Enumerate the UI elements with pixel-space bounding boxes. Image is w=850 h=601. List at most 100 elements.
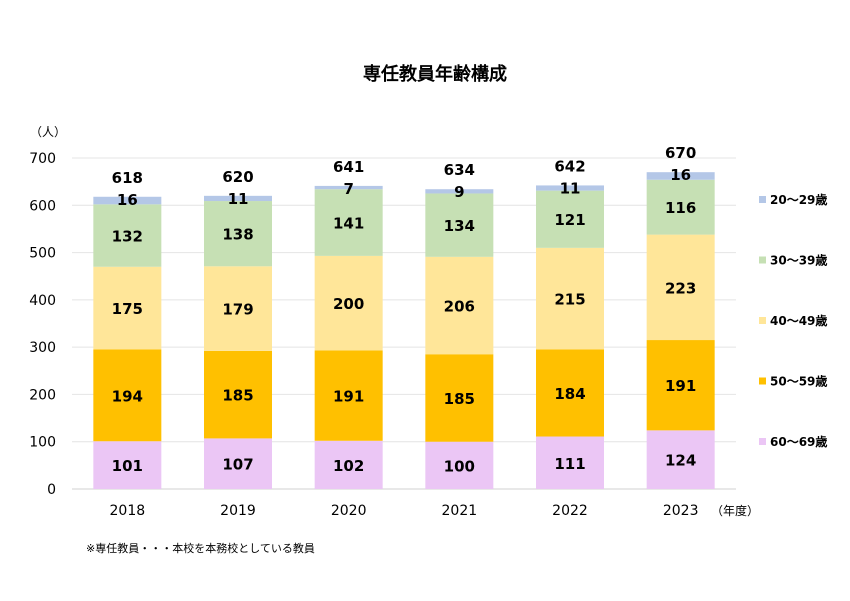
bars: 101 194 175 132 16 618 107 185 179 138 11 620 102 191… bbox=[93, 144, 715, 489]
legend-swatch bbox=[759, 196, 766, 203]
data-label: 11 bbox=[560, 179, 581, 197]
bar-segment bbox=[314, 185, 383, 190]
legend-label: 50～59歳 bbox=[770, 374, 827, 389]
data-label: 184 bbox=[554, 385, 585, 403]
legend-swatch bbox=[759, 317, 766, 324]
x-tick-label: 2023 bbox=[663, 503, 699, 519]
bar-segment bbox=[204, 195, 272, 202]
data-label: 179 bbox=[222, 301, 253, 319]
data-label: 194 bbox=[112, 387, 143, 405]
data-label: 101 bbox=[112, 457, 143, 475]
data-label: 223 bbox=[665, 279, 696, 297]
y-tick-label: 600 bbox=[29, 198, 56, 214]
bar-segment bbox=[646, 234, 715, 341]
bar-segment bbox=[93, 266, 162, 350]
legend-swatch bbox=[759, 256, 766, 264]
data-label: 102 bbox=[333, 457, 364, 475]
data-label: 134 bbox=[444, 217, 475, 235]
x-tick-label: 2022 bbox=[552, 503, 588, 519]
y-tick-label: 200 bbox=[29, 387, 56, 403]
data-label: 16 bbox=[670, 166, 691, 184]
bar-segment bbox=[204, 438, 272, 489]
bar-segment bbox=[536, 436, 604, 489]
data-label: 138 bbox=[222, 226, 253, 244]
bar-segment bbox=[93, 196, 162, 205]
data-label: 7 bbox=[343, 180, 353, 198]
bar-segment bbox=[93, 349, 162, 442]
data-label: 185 bbox=[222, 387, 253, 405]
bar-segment bbox=[204, 350, 272, 439]
data-label: 191 bbox=[333, 388, 364, 406]
data-label: 206 bbox=[444, 298, 475, 316]
total-label: 634 bbox=[444, 161, 475, 179]
y-tick-label: 400 bbox=[29, 293, 56, 309]
x-axis-unit: （年度） bbox=[711, 503, 759, 518]
bar-segment bbox=[646, 430, 715, 489]
bar-segment bbox=[536, 185, 604, 191]
total-label: 641 bbox=[333, 158, 364, 176]
legend-label: 40～49歳 bbox=[770, 313, 827, 328]
bar-segment bbox=[536, 247, 604, 350]
data-label: 11 bbox=[228, 190, 249, 208]
y-axis-unit: （人） bbox=[30, 125, 66, 139]
data-label: 16 bbox=[117, 191, 138, 209]
data-label: 100 bbox=[444, 457, 475, 475]
data-label: 200 bbox=[333, 295, 364, 313]
data-label: 121 bbox=[554, 211, 585, 229]
legend: 20～29歳 30～39歳 40～49歳 50～59歳 60～69歳 bbox=[759, 192, 827, 449]
bar-segment bbox=[204, 266, 272, 351]
legend-swatch bbox=[759, 377, 766, 385]
bar-segment bbox=[425, 189, 494, 194]
total-label: 620 bbox=[222, 168, 253, 186]
chart-title: 専任教員年齢構成 bbox=[363, 63, 507, 85]
total-label: 670 bbox=[665, 144, 696, 162]
x-tick-label: 2018 bbox=[110, 503, 146, 519]
data-label: 185 bbox=[444, 390, 475, 408]
bar-segment bbox=[425, 193, 494, 257]
data-label: 9 bbox=[454, 183, 464, 201]
bar-segment bbox=[314, 255, 383, 351]
footnote: ※専任教員・・・本校を本務校としている教員 bbox=[86, 542, 315, 555]
y-tick-label: 300 bbox=[29, 340, 56, 356]
data-label: 111 bbox=[554, 455, 585, 473]
bar-segment bbox=[536, 349, 604, 437]
data-label: 132 bbox=[112, 228, 143, 246]
data-label: 175 bbox=[112, 300, 143, 318]
data-label: 107 bbox=[222, 456, 253, 474]
data-label: 215 bbox=[554, 291, 585, 309]
bar-segment bbox=[646, 172, 715, 180]
legend-label: 30～39歳 bbox=[770, 253, 827, 268]
data-label: 141 bbox=[333, 215, 364, 233]
bar-segment bbox=[314, 189, 383, 256]
x-tick-label: 2021 bbox=[442, 503, 478, 519]
y-tick-label: 500 bbox=[29, 246, 56, 262]
bar-segment bbox=[425, 354, 494, 442]
bar-segment bbox=[93, 441, 162, 489]
bar-segment bbox=[425, 441, 494, 489]
total-label: 618 bbox=[112, 169, 143, 187]
y-tick-label: 700 bbox=[29, 151, 56, 167]
bar-segment bbox=[93, 204, 162, 267]
legend-label: 20～29歳 bbox=[770, 192, 827, 207]
bar-segment bbox=[646, 340, 715, 431]
data-label: 116 bbox=[665, 199, 696, 217]
y-tick-label: 0 bbox=[47, 482, 56, 498]
x-tick-label: 2020 bbox=[331, 503, 367, 519]
legend-swatch bbox=[759, 438, 766, 445]
bar-segment bbox=[314, 350, 383, 441]
bar-segment bbox=[314, 440, 383, 489]
bar-segment bbox=[204, 201, 272, 267]
x-axis-ticks: 2018 2019 2020 2021 2022 2023 bbox=[110, 503, 699, 519]
total-label: 642 bbox=[554, 157, 585, 175]
bar-segment bbox=[425, 256, 494, 355]
bar-segment bbox=[646, 179, 715, 235]
bar-segment bbox=[536, 190, 604, 248]
grid-lines bbox=[72, 157, 736, 490]
data-label: 191 bbox=[665, 377, 696, 395]
legend-label: 60～69歳 bbox=[770, 434, 827, 449]
y-axis-ticks: 0 100 200 300 400 500 600 700 bbox=[29, 151, 56, 498]
data-label: 124 bbox=[665, 452, 696, 470]
x-tick-label: 2019 bbox=[220, 503, 256, 519]
y-tick-label: 100 bbox=[29, 435, 56, 451]
